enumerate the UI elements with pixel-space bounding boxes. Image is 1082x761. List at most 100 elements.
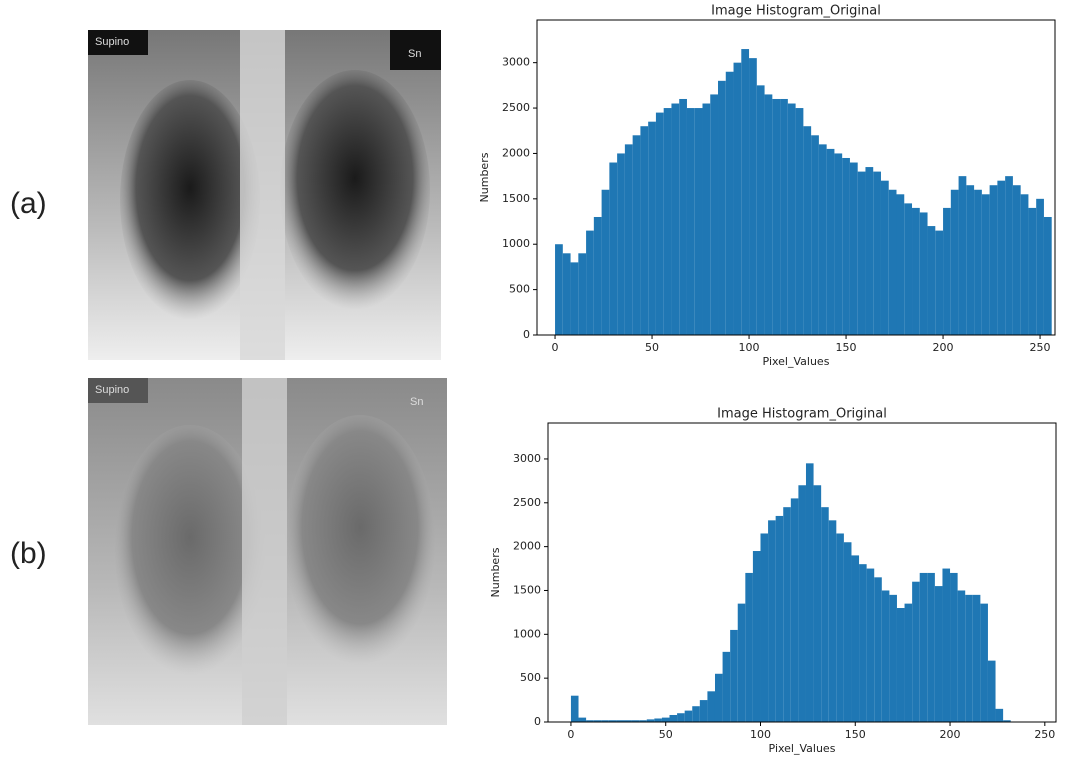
bar — [987, 660, 996, 722]
x-tick-label: 50 — [659, 728, 673, 741]
bar — [640, 126, 649, 335]
bar — [562, 253, 571, 335]
bar — [888, 189, 897, 335]
bar — [818, 144, 827, 335]
bar — [702, 103, 711, 335]
x-tick-label: 150 — [836, 341, 857, 354]
bar — [707, 691, 715, 722]
y-tick-label: 500 — [509, 283, 530, 296]
bar — [919, 572, 928, 722]
bar — [859, 564, 867, 722]
image-text: Supino — [95, 384, 129, 396]
bar — [934, 586, 943, 722]
bar — [989, 185, 998, 335]
bar — [896, 194, 905, 335]
bar — [965, 594, 973, 722]
bar — [1012, 185, 1021, 335]
bar — [805, 463, 814, 722]
bar — [1005, 176, 1013, 335]
bar — [655, 112, 664, 335]
bar — [593, 720, 602, 722]
bar — [943, 207, 951, 335]
bar — [1020, 194, 1029, 335]
bar — [692, 706, 700, 722]
bar — [826, 148, 835, 335]
y-axis-label: Numbers — [478, 152, 491, 202]
y-tick-label: 1500 — [502, 192, 530, 205]
bar — [586, 720, 594, 722]
bar — [624, 144, 633, 335]
bar — [780, 98, 788, 335]
bar — [608, 720, 617, 722]
bar — [834, 153, 843, 335]
bar — [904, 603, 913, 722]
chart-title: Image Histogram_Original — [717, 407, 887, 422]
bar — [663, 108, 672, 336]
bar — [694, 108, 703, 336]
bar — [995, 708, 1004, 722]
bar — [593, 216, 602, 335]
bar — [813, 485, 822, 722]
y-tick-label: 1500 — [513, 583, 541, 596]
bar — [756, 85, 765, 335]
bar — [997, 180, 1006, 335]
y-tick-label: 2500 — [502, 101, 530, 114]
bar — [958, 176, 967, 335]
bar — [737, 603, 746, 722]
bar — [1028, 207, 1037, 335]
y-tick-label: 1000 — [502, 237, 530, 250]
bar — [889, 594, 897, 722]
bar — [828, 520, 837, 722]
bar — [733, 62, 742, 335]
bar — [874, 577, 882, 722]
bar — [842, 157, 850, 335]
bar — [586, 230, 594, 335]
bar — [749, 58, 757, 335]
x-tick-label: 250 — [1030, 341, 1051, 354]
bar — [857, 171, 866, 335]
bar — [950, 572, 958, 722]
bar — [849, 162, 858, 335]
x-axis-label: Pixel_Values — [763, 355, 830, 368]
bar — [601, 189, 610, 335]
y-tick-label: 0 — [523, 328, 530, 341]
bar — [1036, 198, 1044, 335]
bar — [795, 108, 804, 336]
bar — [699, 700, 708, 722]
bar — [775, 515, 784, 722]
bar — [745, 572, 753, 722]
bar — [881, 590, 890, 722]
bar — [730, 629, 738, 722]
bar — [772, 98, 781, 335]
bar — [768, 520, 776, 722]
x-tick-label: 200 — [940, 728, 961, 741]
bar — [803, 126, 812, 335]
axes-frame — [547, 422, 1057, 723]
bar — [609, 162, 618, 335]
bar — [981, 194, 990, 335]
bar — [821, 507, 829, 722]
xray-image — [88, 378, 447, 725]
bar — [752, 551, 761, 722]
bar — [578, 253, 587, 335]
bar — [966, 185, 975, 335]
bar — [912, 207, 920, 335]
bar — [904, 203, 913, 335]
axes-frame — [536, 19, 1056, 336]
panel-label: (a) — [10, 187, 47, 220]
bar — [570, 262, 579, 335]
bar — [927, 572, 935, 722]
bar — [616, 720, 625, 722]
y-tick-label: 0 — [534, 715, 541, 728]
bar — [912, 581, 920, 722]
x-tick-label: 50 — [645, 341, 659, 354]
bar — [783, 507, 791, 722]
bar — [950, 189, 959, 335]
bar — [555, 244, 563, 335]
bar — [836, 533, 844, 722]
bar — [671, 103, 680, 335]
bar — [631, 720, 640, 722]
xray-image — [88, 30, 441, 360]
image-text: Supino — [95, 36, 129, 48]
